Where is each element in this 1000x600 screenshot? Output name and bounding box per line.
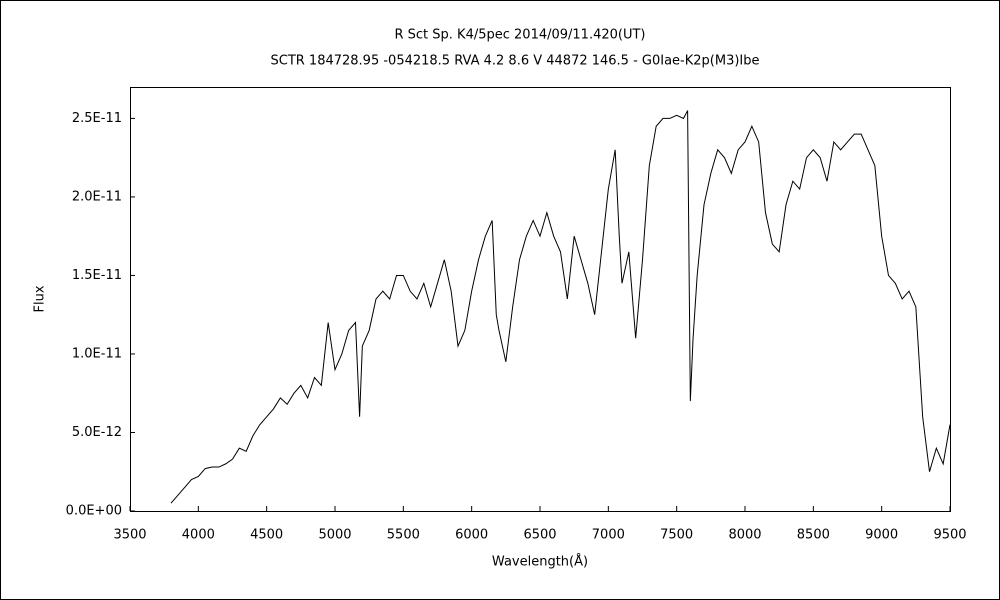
x-tick-label: 4000 bbox=[182, 528, 215, 543]
y-tick-label: 0.0E+00 bbox=[66, 504, 122, 519]
y-tick-label: 1.0E-11 bbox=[72, 346, 122, 361]
plot-area bbox=[130, 87, 951, 512]
x-tick-label: 3500 bbox=[113, 528, 146, 543]
x-tick-label: 8000 bbox=[728, 528, 761, 543]
x-tick-label: 9500 bbox=[933, 528, 966, 543]
y-tick-label: 5.0E-12 bbox=[72, 425, 122, 440]
x-tick-label: 4500 bbox=[250, 528, 283, 543]
y-tick-label: 2.0E-11 bbox=[72, 189, 122, 204]
x-tick-label: 9000 bbox=[865, 528, 898, 543]
chart-title: R Sct Sp. K4/5pec 2014/09/11.420(UT) bbox=[394, 28, 645, 43]
x-tick-label: 8500 bbox=[797, 528, 830, 543]
y-tick-label: 2.5E-11 bbox=[72, 111, 122, 126]
x-tick-label: 6000 bbox=[455, 528, 488, 543]
chart-subtitle: SCTR 184728.95 -054218.5 RVA 4.2 8.6 V 4… bbox=[270, 54, 759, 69]
x-tick-label: 5000 bbox=[318, 528, 351, 543]
y-axis-label: Flux bbox=[33, 285, 48, 312]
x-axis-label: Wavelength(Å) bbox=[492, 554, 588, 570]
x-tick-label: 5500 bbox=[387, 528, 420, 543]
y-tick-label: 1.5E-11 bbox=[72, 268, 122, 283]
x-tick-label: 7000 bbox=[592, 528, 625, 543]
spectrum-line bbox=[170, 110, 951, 504]
x-tick-label: 6500 bbox=[523, 528, 556, 543]
x-tick-label: 7500 bbox=[660, 528, 693, 543]
